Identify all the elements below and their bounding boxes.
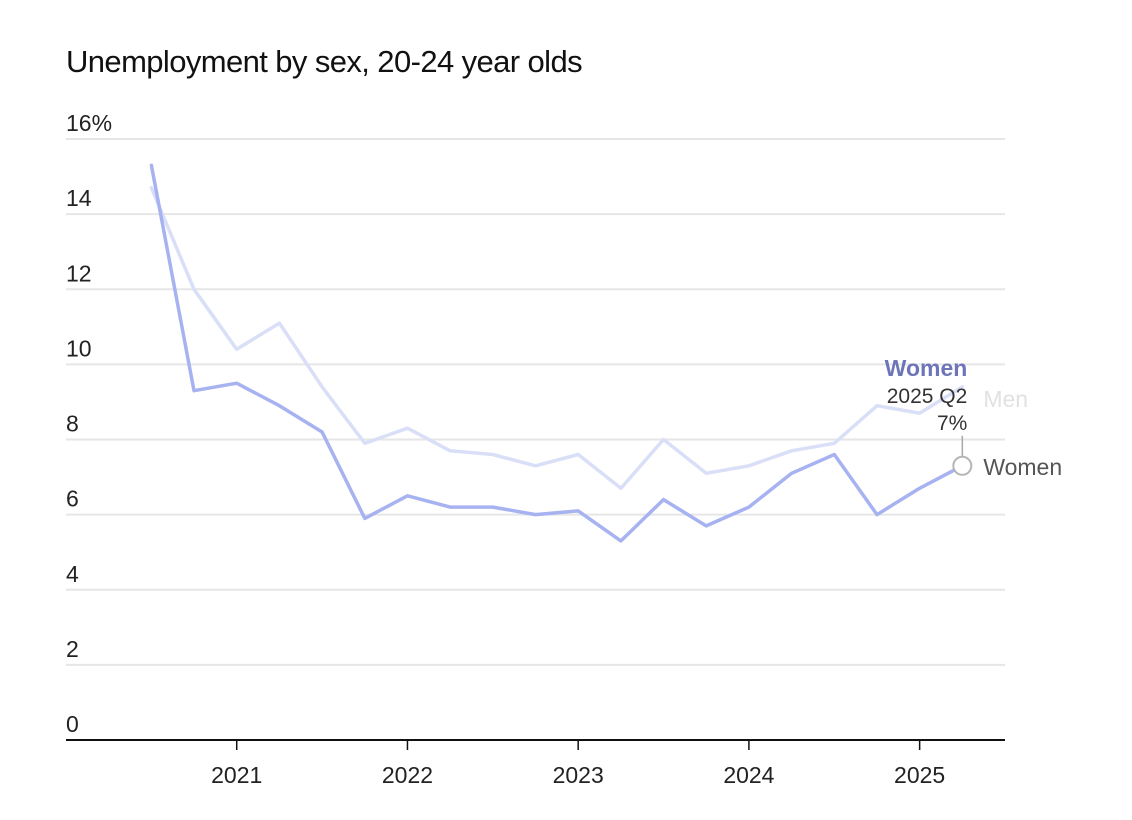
callout-value: 7% [937, 412, 967, 435]
y-tick-label: 10 [66, 335, 92, 361]
women-end-label: Women [983, 454, 1062, 480]
y-tick-label: 16% [66, 110, 112, 136]
series-line-women [149, 163, 965, 543]
y-tick-label: 6 [66, 486, 79, 512]
y-tick-label: 0 [66, 711, 79, 737]
x-axis: 2021 2022 2023 2024 2025 [66, 739, 1005, 788]
x-tick-label: 2021 [211, 762, 262, 788]
chart-title: Unemployment by sex, 20-24 year olds [66, 44, 583, 79]
y-tick-label: 4 [66, 561, 79, 587]
y-tick-label: 14 [66, 185, 92, 211]
series-lines [149, 163, 965, 543]
x-tick-label: 2025 [894, 762, 945, 788]
gridlines [66, 138, 1005, 666]
x-tick-label: 2023 [553, 762, 604, 788]
callout-period: 2025 Q2 [887, 385, 968, 408]
y-axis-ticks: 16% 14 12 10 8 6 4 2 0 [66, 110, 112, 737]
highlight-marker [952, 455, 973, 476]
x-tick-label: 2024 [723, 762, 774, 788]
callout-series: Women [885, 355, 968, 381]
y-tick-label: 8 [66, 411, 79, 437]
men-end-label: Men [983, 386, 1028, 412]
x-tick-label: 2022 [382, 762, 433, 788]
series-line-men [149, 186, 965, 491]
y-tick-label: 2 [66, 636, 79, 662]
y-tick-label: 12 [66, 260, 92, 286]
women-callout: Men Women Women 2025 Q2 7% [885, 355, 1062, 480]
